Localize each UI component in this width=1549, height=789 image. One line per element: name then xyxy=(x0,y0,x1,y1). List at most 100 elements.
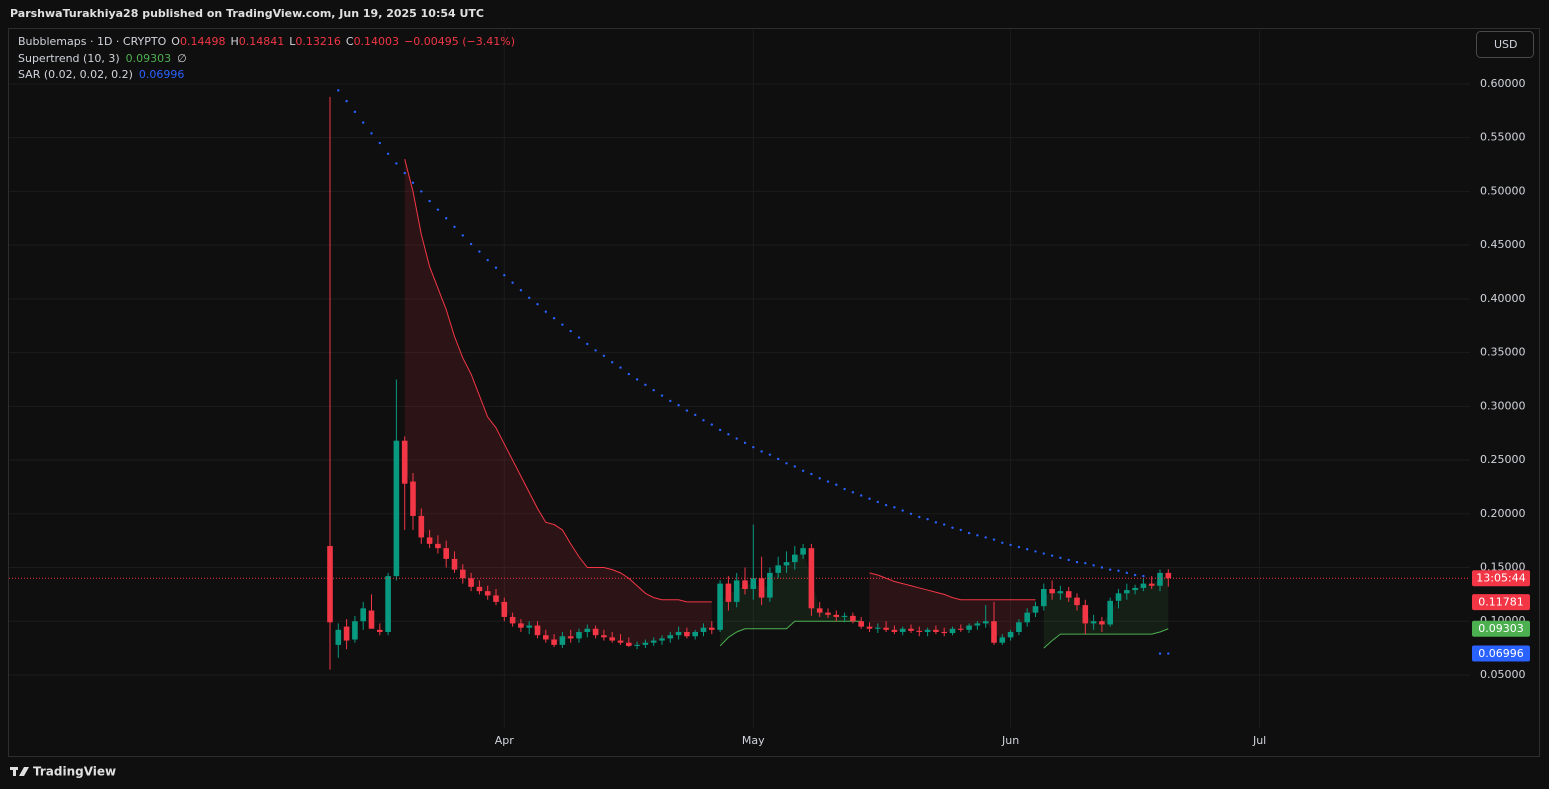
candle-body xyxy=(1041,589,1047,607)
sar-dot xyxy=(1050,554,1054,557)
candle-body xyxy=(393,440,400,577)
sar-dot xyxy=(586,342,589,346)
sar-dot xyxy=(768,453,772,456)
y-tick-label: 0.25000 xyxy=(1480,453,1526,466)
candle-body xyxy=(1065,591,1072,598)
brand-icon xyxy=(19,767,29,776)
brand-name: TradingView xyxy=(33,765,116,779)
candle-body xyxy=(833,614,840,617)
y-tick-label: 0.35000 xyxy=(1480,346,1526,359)
sar-dot xyxy=(1167,652,1170,655)
candle-body xyxy=(501,601,508,617)
candle-body xyxy=(634,644,640,646)
brand: TradingView xyxy=(10,765,116,779)
candle-body xyxy=(1074,597,1080,606)
candle-body xyxy=(1148,583,1155,586)
candle-body xyxy=(1057,591,1064,594)
candle-body xyxy=(958,628,964,630)
sar-dot xyxy=(395,162,398,165)
sar-dot xyxy=(1009,543,1012,547)
c-value: 0.14003 xyxy=(354,35,400,48)
y-tick-label: 0.20000 xyxy=(1480,507,1526,520)
sar-dot xyxy=(984,536,987,539)
sar-dot xyxy=(710,423,713,426)
sar-dot xyxy=(602,354,606,358)
sar-dot xyxy=(652,388,655,392)
sar-dot xyxy=(378,141,381,145)
candle-body xyxy=(999,637,1006,643)
candle-body xyxy=(418,515,425,538)
sar-badge: 0.06996 xyxy=(1478,647,1524,660)
candle-body xyxy=(1016,622,1022,632)
usd-button-label[interactable]: USD xyxy=(1494,38,1518,51)
candle-body xyxy=(426,537,433,544)
candle-body xyxy=(1032,606,1039,613)
candle-body xyxy=(576,631,582,639)
candle-body xyxy=(758,578,765,598)
candle-body xyxy=(567,636,574,639)
sar-dot xyxy=(752,445,755,449)
brand-icon xyxy=(13,767,16,776)
sar-dot xyxy=(486,258,489,262)
sar-dot xyxy=(727,433,730,436)
sar-badge-box xyxy=(1472,645,1530,662)
trend-fill xyxy=(1043,575,1169,649)
sar-dot xyxy=(835,483,838,486)
usd-button[interactable]: USD xyxy=(1476,31,1534,58)
sar-dot xyxy=(926,517,929,521)
sar-dot xyxy=(1117,569,1120,572)
candle-body xyxy=(742,580,748,589)
h-label: H xyxy=(230,35,238,48)
candle-body xyxy=(343,626,350,641)
supertrend-line xyxy=(1043,628,1169,649)
sar-dot xyxy=(793,465,796,468)
sar-dot xyxy=(901,509,904,512)
usd-button-box[interactable] xyxy=(1476,31,1534,58)
sar-dot xyxy=(544,310,547,313)
supertrend-line xyxy=(404,159,712,603)
sar-dot xyxy=(1158,652,1162,655)
h-value: 0.14841 xyxy=(239,35,285,48)
sar-dot xyxy=(669,399,672,403)
byline: ParshwaTurakhiya28 published on TradingV… xyxy=(10,7,484,20)
sar-dot xyxy=(876,500,879,504)
candle-body xyxy=(841,615,848,617)
change: −0.00495 (−3.41%) xyxy=(404,35,515,48)
sar-dot xyxy=(777,457,780,461)
candle-body xyxy=(493,595,499,602)
sar-dot xyxy=(843,487,846,491)
candle-body xyxy=(460,569,466,579)
legend-row: Bubblemaps · 1D · CRYPTO O0.14498 H0.14841… xyxy=(18,35,515,48)
l-value: 0.13216 xyxy=(295,35,341,48)
candle-body xyxy=(800,548,806,555)
candle-body xyxy=(974,623,981,626)
candle-body xyxy=(443,548,449,559)
x-tick-label: May xyxy=(742,734,765,747)
candle-body xyxy=(509,616,516,624)
sar-dot xyxy=(428,199,431,203)
candle-body xyxy=(899,628,906,632)
candle-body xyxy=(792,554,798,563)
candle-body xyxy=(584,628,591,632)
candle-body xyxy=(534,625,541,636)
supertrend-label: Supertrend (10, 3) xyxy=(18,52,120,65)
y-tick-label: 0.50000 xyxy=(1480,184,1526,197)
candle-body xyxy=(401,440,408,484)
candle-body xyxy=(617,640,624,643)
sar-dot xyxy=(785,462,788,465)
sar-dot xyxy=(694,413,697,417)
sar-dot xyxy=(644,383,647,387)
candle-body xyxy=(875,627,881,629)
candle-body xyxy=(451,558,458,570)
sar-dot xyxy=(619,366,622,369)
sar-label: SAR (0.02, 0.02, 0.2) xyxy=(18,68,133,81)
sar-dot xyxy=(943,523,946,526)
candle-body xyxy=(850,615,856,622)
candle-body xyxy=(692,631,698,637)
sar-dot xyxy=(552,316,556,320)
candle-body xyxy=(775,565,781,573)
sar-dot xyxy=(411,181,415,184)
candle-body xyxy=(435,543,441,549)
